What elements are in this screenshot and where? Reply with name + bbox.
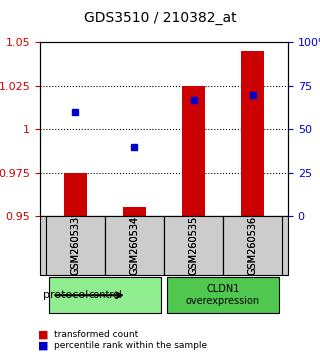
Bar [164,216,223,275]
Bar [123,207,146,216]
Text: GSM260536: GSM260536 [248,216,258,275]
FancyBboxPatch shape [40,216,288,275]
Text: GSM260534: GSM260534 [130,216,140,275]
Text: GSM260534: GSM260534 [130,216,140,275]
Text: GSM260533: GSM260533 [70,216,80,275]
Bar [46,216,105,275]
Text: transformed count: transformed count [54,330,139,339]
Text: GSM260536: GSM260536 [248,216,258,275]
Text: ■: ■ [38,330,49,339]
Bar [105,216,164,275]
Text: GSM260535: GSM260535 [188,216,198,275]
Text: GSM260535: GSM260535 [188,216,198,275]
Text: CLDN1
overexpression: CLDN1 overexpression [186,284,260,306]
Bar [64,173,87,216]
Bar [223,216,282,275]
Text: ■: ■ [38,340,49,350]
Text: percentile rank within the sample: percentile rank within the sample [54,341,208,350]
Text: control: control [88,290,122,300]
Text: protocol: protocol [43,290,88,300]
Text: GDS3510 / 210382_at: GDS3510 / 210382_at [84,11,236,25]
FancyBboxPatch shape [49,278,161,313]
Bar [182,86,205,216]
Bar [241,51,264,216]
Text: GSM260533: GSM260533 [70,216,80,275]
FancyBboxPatch shape [167,278,279,313]
